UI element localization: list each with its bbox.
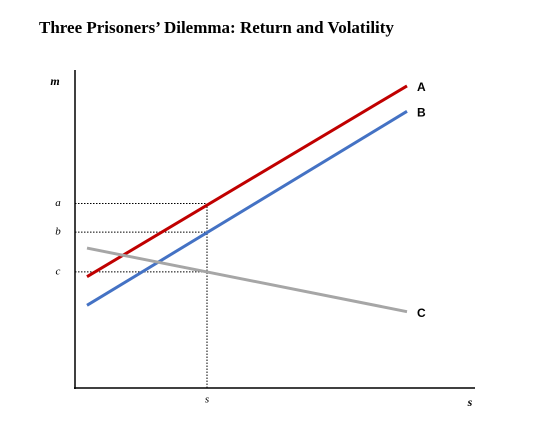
series-line <box>86 246 408 314</box>
series-line <box>86 110 408 307</box>
chart-title: Three Prisoners’ Dilemma: Return and Vol… <box>39 18 394 37</box>
x-axis-label: s <box>467 395 473 409</box>
y-tick-label: a <box>55 197 61 209</box>
y-axis-label: m <box>50 74 59 88</box>
y-tick-label: b <box>55 226 61 238</box>
y-tick-label: c <box>56 265 61 277</box>
series-label: A <box>417 80 426 94</box>
series-label: B <box>417 106 426 120</box>
series-line <box>86 84 408 278</box>
series-label: C <box>417 306 426 320</box>
x-tick-label: s <box>205 394 209 406</box>
